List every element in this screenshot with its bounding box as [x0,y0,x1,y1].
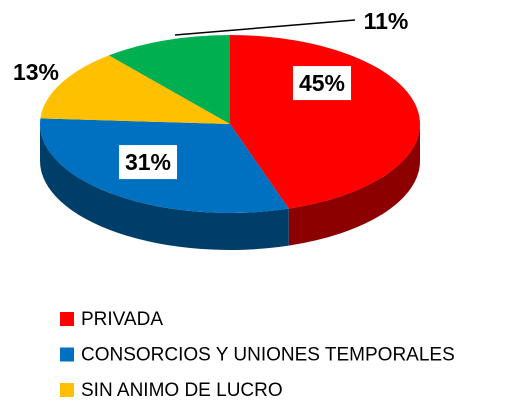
data-label: 11% [364,8,409,34]
data-label: 31% [125,149,171,175]
legend-label: PRIVADA [81,309,163,330]
slice [108,35,230,124]
legend-label: CONSORCIOS Y UNIONES TEMPORALES [81,345,455,366]
legend-swatch [60,347,74,362]
legend-swatch [60,383,74,397]
data-label-box [292,66,352,101]
data-label: 45% [299,70,345,96]
slice-side [40,124,289,250]
data-label: 13% [13,59,59,85]
leader-line [174,19,356,36]
slice-side [288,124,421,246]
slice-sides [40,124,421,250]
legend-label: SIN ANIMO DE LUCRO [81,380,283,401]
slice [230,35,420,209]
slice-tops [40,35,420,213]
data-label-box [118,145,178,180]
legend-swatch [60,312,74,326]
slice [40,55,230,125]
